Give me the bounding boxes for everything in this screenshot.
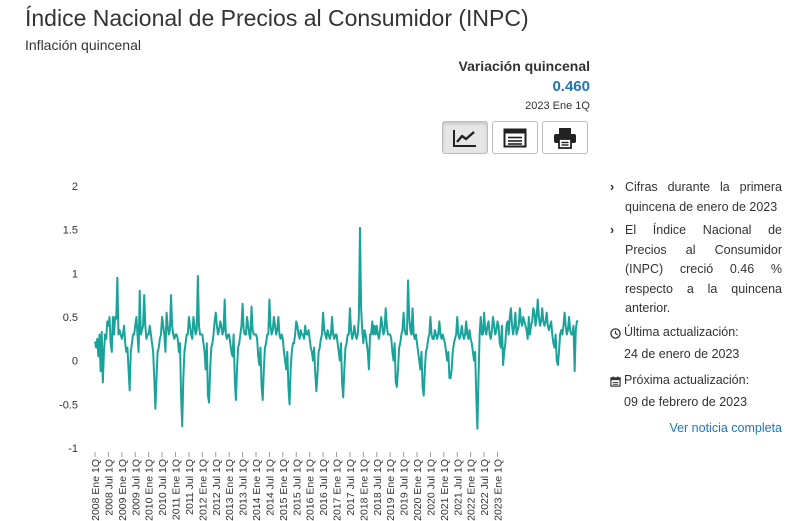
x-tick-label: 2018 Jul 1Q (372, 459, 384, 516)
x-tick-label: 2020 Ene 1Q (412, 459, 424, 521)
x-tick-label: 2018 Ene 1Q (358, 459, 370, 521)
y-tick-label: 0.5 (63, 312, 78, 324)
kpi-panel: Variación quincenal 0.460 2023 Ene 1Q (459, 58, 591, 112)
note-text: Cifras durante la primera quincena de en… (625, 180, 782, 214)
table-view-button[interactable] (492, 121, 538, 154)
x-tick-label: 2019 Jul 1Q (399, 459, 411, 516)
line-chart-icon (453, 129, 476, 147)
x-tick-label: 2013 Jul 1Q (238, 459, 250, 516)
calendar-icon (610, 371, 624, 394)
y-tick-label: 1.5 (63, 225, 78, 237)
x-tick-label: 2022 Ene 1Q (466, 459, 478, 521)
y-tick-label: 0 (72, 356, 78, 368)
note-text: El Índice Nacional de Precios al Consumi… (625, 223, 782, 315)
next-update: Próxima actualización: 09 de febrero de … (610, 371, 782, 413)
x-tick-label: 2017 Ene 1Q (332, 459, 344, 521)
chevron-right-icon: › (610, 180, 615, 194)
y-tick-label: 1 (72, 268, 78, 280)
x-tick-label: 2021 Ene 1Q (439, 459, 451, 521)
kpi-period: 2023 Ene 1Q (525, 100, 590, 112)
last-update-label: Última actualización: (624, 324, 739, 339)
x-tick-label: 2011 Jul 1Q (184, 459, 196, 515)
x-tick-label: 2021 Jul 1Q (452, 459, 464, 516)
note-item: › El Índice Nacional de Precios al Consu… (610, 221, 782, 319)
next-update-label: Próxima actualización: (624, 372, 750, 387)
y-tick-label: -1 (68, 443, 78, 455)
x-tick-label: 2017 Jul 1Q (345, 459, 357, 516)
x-tick-label: 2012 Ene 1Q (197, 459, 209, 521)
x-tick-label: 2013 Ene 1Q (224, 459, 236, 521)
page-subtitle: Inflación quincenal (25, 37, 141, 53)
x-tick-label: 2012 Jul 1Q (211, 459, 223, 516)
next-update-date: 09 de febrero de 2023 (624, 395, 748, 409)
last-update-date: 24 de enero de 2023 (624, 347, 740, 361)
x-tick-label: 2022 Jul 1Q (479, 459, 491, 516)
x-tick-label: 2009 Jul 1Q (130, 459, 142, 516)
x-tick-label: 2023 Ene 1Q (493, 459, 505, 521)
x-tick-label: 2011 Ene 1Q (171, 459, 183, 520)
x-tick-label: 2008 Jul 1Q (103, 459, 115, 516)
x-tick-label: 2015 Ene 1Q (278, 459, 290, 521)
notes-panel: › Cifras durante la primera quincena de … (610, 178, 782, 438)
x-tick-label: 2010 Jul 1Q (157, 459, 169, 516)
x-tick-label: 2016 Ene 1Q (305, 459, 317, 521)
chevron-right-icon: › (610, 223, 615, 237)
kpi-label: Variación quincenal (458, 58, 591, 74)
x-tick-label: 2014 Jul 1Q (264, 459, 276, 516)
kpi-value: 0.460 (552, 78, 590, 95)
x-tick-label: 2008 Ene 1Q (90, 459, 102, 521)
print-button[interactable] (542, 121, 588, 154)
x-tick-label: 2014 Ene 1Q (251, 459, 263, 521)
x-tick-label: 2015 Jul 1Q (291, 459, 303, 516)
y-tick-label: -0.5 (59, 399, 78, 411)
y-tick-label: 2 (72, 181, 78, 193)
read-more-link[interactable]: Ver noticia completa (669, 420, 782, 435)
chart-view-button[interactable] (442, 121, 488, 154)
clock-icon (610, 323, 624, 346)
x-tick-label: 2009 Ene 1Q (117, 459, 129, 521)
note-item: › Cifras durante la primera quincena de … (610, 178, 782, 217)
series-line (94, 226, 579, 430)
x-tick-label: 2010 Ene 1Q (144, 459, 156, 521)
chart-toolbar (442, 121, 588, 154)
x-tick-label: 2020 Jul 1Q (425, 459, 437, 516)
page-title: Índice Nacional de Precios al Consumidor… (25, 5, 529, 31)
table-icon (503, 128, 527, 147)
last-update: Última actualización: 24 de enero de 202… (610, 323, 782, 365)
x-tick-label: 2016 Jul 1Q (318, 459, 330, 516)
x-tick-label: 2019 Ene 1Q (385, 459, 397, 521)
printer-icon (554, 127, 576, 149)
